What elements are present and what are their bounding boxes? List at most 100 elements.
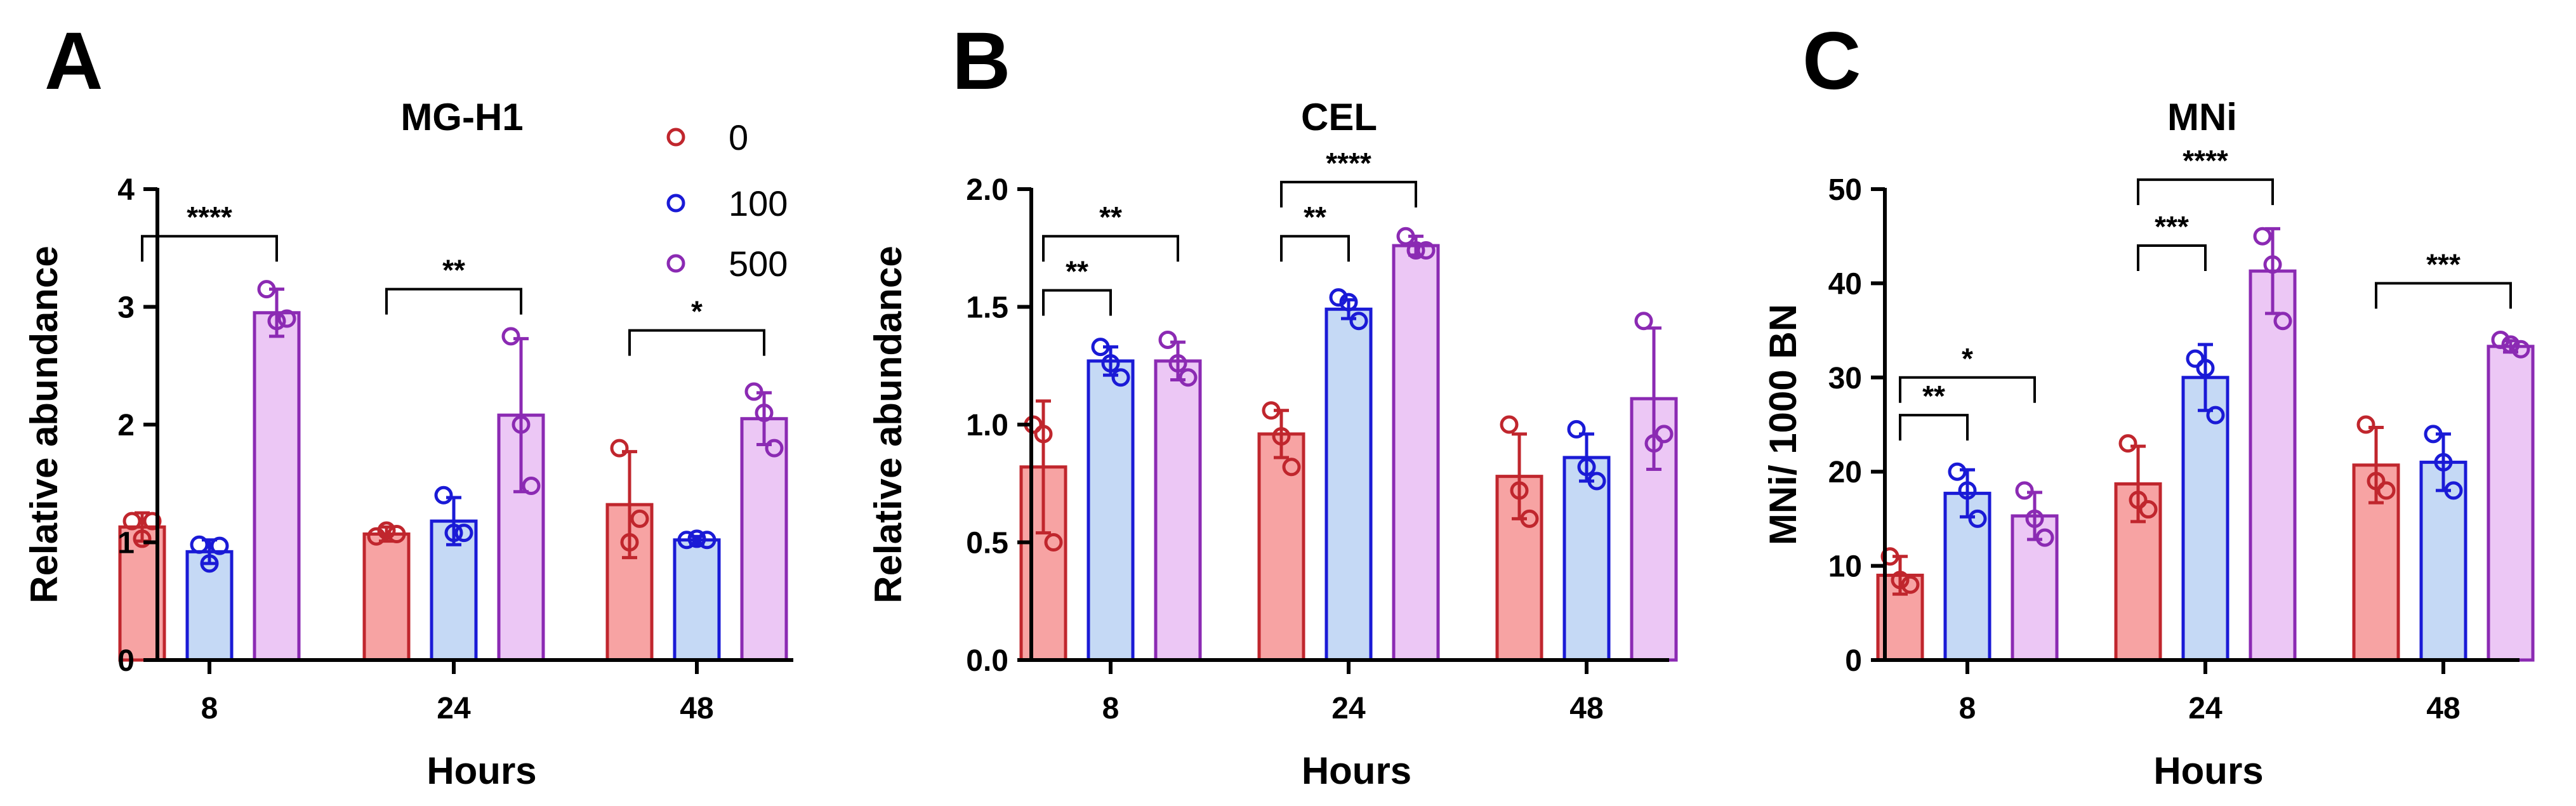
data-point [2253,227,2272,246]
significance-label: ** [1099,201,1122,234]
bar [673,538,721,662]
x-tick-label: 24 [2188,692,2223,725]
data-point [697,531,717,550]
y-tick-label: 10 [1828,550,1862,584]
significance-bracket [628,329,765,356]
y-tick-label: 2 [117,409,135,442]
data-point [1655,425,1674,444]
chart-title: CEL [1301,96,1377,138]
panel-letter: B [952,16,1010,107]
x-axis-label: Hours [426,750,536,792]
significance-bracket [1042,289,1112,316]
bar [1324,307,1373,662]
data-point [1567,420,1586,439]
data-point [2511,340,2530,359]
data-point [1891,571,1910,590]
data-point [687,529,706,548]
x-axis-label: Hours [1302,750,1411,792]
data-point [210,536,229,555]
x-tick-label: 8 [1959,692,1976,725]
data-point [1111,368,1130,387]
legend-label-2: 500 [729,244,788,284]
bar [740,417,788,662]
significance-label: ** [1922,380,1945,413]
y-axis-label: Relative abundance [867,246,909,604]
data-point [1282,458,1301,477]
chart-title: MNi [2167,96,2237,138]
data-point [1948,462,1967,481]
data-point [122,512,142,531]
data-point [1091,338,1110,357]
data-point [2263,255,2282,274]
data-point [522,476,541,495]
data-point [2424,425,2443,444]
data-point [1577,458,1596,477]
data-point [2501,335,2520,354]
significance-bracket [141,235,278,262]
data-point [620,533,639,552]
data-point [1396,227,1415,246]
significance-label: **** [187,201,232,234]
significance-bracket [1280,180,1417,208]
data-point [1168,354,1187,373]
x-tick-label: 48 [680,692,713,725]
bar [1087,359,1135,662]
legend-marker-0 [666,128,685,147]
data-point [512,415,531,434]
data-point [2139,500,2158,519]
y-tick-label: 0 [117,644,135,678]
data-point [1587,472,1606,491]
y-tick-label: 20 [1828,456,1862,489]
data-point [2377,481,2396,500]
data-point [1644,434,1663,453]
legend: 0 100 500 [666,117,788,284]
x-tick-label: 8 [1102,692,1120,725]
y-tick-label: 2.0 [966,173,1008,207]
y-tick-label: 1.5 [966,291,1008,325]
data-point [2434,453,2453,472]
significance-label: **** [1326,147,1371,180]
legend-marker-1 [666,194,685,213]
data-point [2186,349,2205,368]
significance-bracket [2375,282,2512,309]
data-point [1272,427,1291,446]
data-point [2015,481,2034,500]
data-point [1958,481,1977,500]
significance-bracket [2137,244,2207,272]
data-point [1968,509,1987,528]
x-tick-label: 48 [1569,692,1603,725]
panel-b: B CEL 0.0 0.5 1.0 1.5 2.0 8 24 48 Hours Relative a… [867,16,1678,792]
significance-bracket [1280,235,1350,262]
data-point [1339,293,1358,312]
bar [1392,244,1440,662]
data-point [501,327,520,346]
data-point [277,309,296,328]
data-point [765,439,784,458]
data-point [755,403,774,422]
data-point [1901,575,1920,594]
data-point [1520,509,1539,528]
data-point [744,382,763,401]
x-tick-label: 48 [2426,692,2460,725]
data-point [1500,415,1519,434]
significance-bracket [1899,414,1969,441]
data-point [1179,368,1198,387]
data-point [2025,509,2044,528]
significance-label: * [1962,342,1973,375]
x-tick-label: 24 [1331,692,1366,725]
significance-bracket [385,287,522,315]
data-point [2118,434,2137,453]
y-axis-label: Relative abundance [23,246,65,604]
bar [362,532,411,662]
panel-letter: C [1802,16,1861,107]
bar [1257,432,1305,662]
x-tick-label: 8 [201,692,218,725]
data-point [387,525,406,544]
data-point [2491,330,2510,349]
y-tick-label: 30 [1828,362,1862,395]
data-point [267,312,286,331]
data-point [444,524,463,543]
significance-bracket [1899,376,2036,403]
data-point [1417,241,1436,260]
data-point [2035,528,2054,547]
